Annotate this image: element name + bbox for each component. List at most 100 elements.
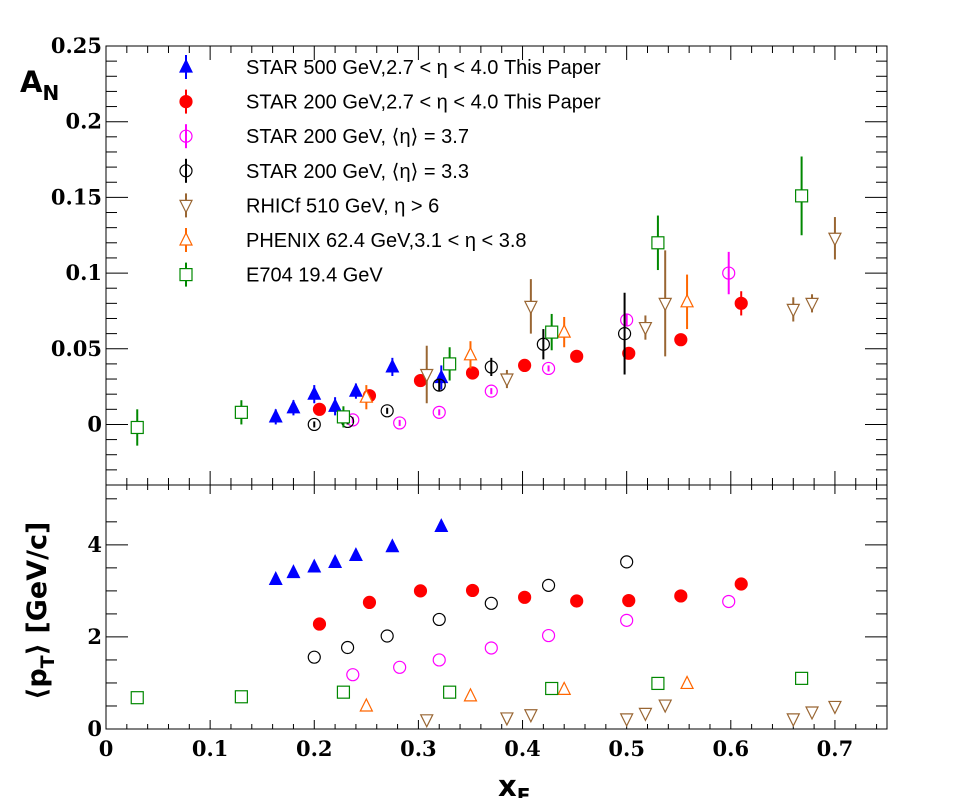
data-point (734, 296, 748, 310)
data-point (827, 700, 842, 715)
data-point (541, 628, 556, 643)
data-point (786, 713, 801, 728)
series-3 (307, 292, 632, 432)
pt-series-5 (359, 675, 695, 712)
data-point (499, 712, 514, 727)
data-point (307, 385, 322, 400)
legend-marker (179, 231, 193, 246)
data-point (286, 564, 301, 579)
pt-series-4 (419, 699, 842, 729)
bottom-frame (105, 484, 888, 730)
data-point (617, 327, 632, 341)
data-point (340, 640, 355, 655)
data-point (484, 384, 498, 398)
x-tick-label: 0 (99, 736, 114, 761)
legend-label: PHENIX 62.4 GeV,3.1 < η < 3.8 (246, 230, 527, 252)
data-point (620, 555, 634, 569)
series-1 (312, 291, 748, 416)
legend-entry: E704 19.4 GeV (179, 262, 383, 287)
data-point (432, 378, 446, 392)
pt-series-0 (268, 518, 449, 585)
data-point (570, 594, 584, 608)
legend-entry: PHENIX 62.4 GeV,3.1 < η < 3.8 (179, 228, 527, 252)
series-4 (419, 217, 842, 404)
pt-series-3 (307, 555, 634, 664)
data-point (362, 595, 377, 609)
data-point (465, 583, 480, 598)
y-axis-title-open: ⟨p (22, 668, 53, 700)
x-tick-label: 0.3 (400, 736, 437, 761)
legend-marker (179, 164, 193, 178)
pt-panel: 0 2 4 0 0.1 0.2 0.3 0.4 0.5 0.6 0.7 (87, 484, 888, 761)
y-axis-title-top: AN (20, 65, 59, 105)
data-point (234, 405, 248, 419)
legend-label: STAR 200 GeV, ⟨η⟩ = 3.7 (246, 126, 469, 148)
data-point (638, 321, 653, 336)
data-point (523, 300, 538, 315)
y-tick-label: 2 (87, 624, 102, 649)
data-point (805, 297, 819, 312)
legend-label: STAR 200 GeV, ⟨η⟩ = 3.3 (246, 161, 469, 183)
legend-entry: STAR 200 GeV,2.7 < η < 4.0 This Paper (179, 89, 601, 114)
data-point (393, 660, 407, 674)
data-point (130, 691, 144, 705)
data-point (234, 690, 248, 704)
pt-series-1 (312, 577, 748, 631)
data-point (328, 397, 343, 412)
y-axis-title-sub: N (42, 81, 59, 105)
legend-label: RHICf 510 GeV, η > 6 (246, 195, 439, 217)
data-point (307, 417, 321, 432)
y-tick-label: 0.25 (51, 33, 102, 58)
data-point (434, 518, 449, 533)
data-point (443, 357, 457, 371)
data-point (620, 313, 634, 327)
data-point (674, 333, 688, 347)
x-tick-label: 0.7 (817, 736, 854, 761)
data-point (268, 408, 283, 423)
data-point (734, 577, 748, 591)
y-axis-title-sub: T (37, 655, 59, 668)
data-point (130, 420, 144, 435)
data-point (348, 382, 363, 397)
y-tick-label: 0 (87, 716, 102, 741)
data-point (620, 613, 634, 627)
data-point (518, 358, 532, 373)
data-point (268, 571, 283, 585)
data-point (651, 676, 665, 691)
data-point (393, 416, 407, 430)
legend-entry: STAR 500 GeV,2.7 < η < 4.0 This Paper (179, 55, 601, 79)
data-point (432, 405, 446, 419)
axis-titles: AN ⟨pT⟩ [GeV/c] xF (20, 65, 530, 798)
pt-series-6 (130, 671, 809, 705)
legend-marker (179, 94, 193, 109)
legend: STAR 500 GeV,2.7 < η < 4.0 This Paper STA… (179, 55, 601, 287)
data-point (385, 358, 400, 373)
legend-marker (179, 199, 193, 214)
data-point (413, 584, 428, 598)
data-point (484, 641, 498, 655)
series-2 (346, 251, 736, 430)
data-point (359, 388, 374, 403)
data-point (541, 361, 556, 376)
series-0 (268, 357, 449, 425)
data-point (622, 593, 636, 608)
data-point (518, 590, 532, 604)
data-point (827, 232, 842, 247)
data-point (536, 337, 550, 351)
x-tick-label: 0.1 (192, 736, 229, 761)
series-6 (130, 156, 809, 446)
y-tick-label: 0.05 (51, 336, 102, 361)
data-point (307, 650, 321, 664)
data-point (523, 709, 538, 724)
legend-marker (179, 268, 193, 282)
x-tick-label: 0.6 (713, 736, 750, 761)
data-point (348, 547, 363, 562)
data-point (658, 699, 673, 714)
data-point (619, 713, 634, 728)
data-point (380, 404, 394, 418)
legend-entry: STAR 200 GeV, ⟨η⟩ = 3.3 (179, 158, 469, 183)
data-point (465, 366, 480, 380)
data-point (336, 685, 351, 699)
x-axis-title-sub: F (517, 784, 531, 798)
y-axis-title-main: A (20, 65, 43, 99)
